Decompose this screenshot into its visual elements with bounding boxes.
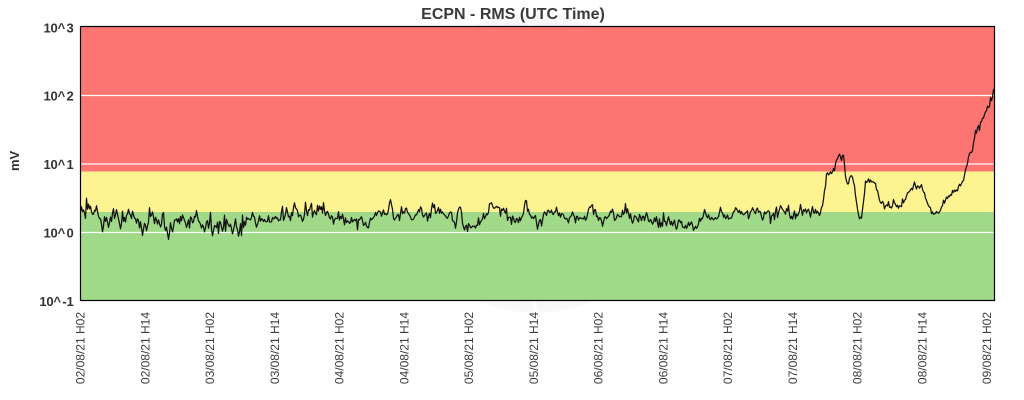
svg-text:10^0: 10^ 0 xyxy=(44,226,74,241)
svg-text:06/08/21 H14: 06/08/21 H14 xyxy=(656,312,670,384)
svg-text:10^3: 10^ 3 xyxy=(44,21,74,36)
svg-text:02/08/21 H14: 02/08/21 H14 xyxy=(138,312,152,384)
svg-text:07/08/21 H14: 07/08/21 H14 xyxy=(786,312,800,384)
svg-text:05/08/21 H02: 05/08/21 H02 xyxy=(462,312,476,384)
svg-text:04/08/21 H02: 04/08/21 H02 xyxy=(333,312,347,384)
svg-text:02/08/21 H02: 02/08/21 H02 xyxy=(74,312,88,384)
svg-text:ECPN - RMS (UTC Time): ECPN - RMS (UTC Time) xyxy=(421,6,605,23)
svg-text:10^1: 10^ 1 xyxy=(44,157,74,172)
svg-text:03/08/21 H14: 03/08/21 H14 xyxy=(268,312,282,384)
svg-text:mV: mV xyxy=(7,150,22,171)
svg-text:10^2: 10^ 2 xyxy=(44,89,74,104)
svg-text:08/08/21 H14: 08/08/21 H14 xyxy=(915,312,929,384)
svg-text:04/08/21 H14: 04/08/21 H14 xyxy=(397,312,411,384)
svg-text:07/08/21 H02: 07/08/21 H02 xyxy=(721,312,735,384)
svg-text:03/08/21 H02: 03/08/21 H02 xyxy=(203,312,217,384)
svg-text:09/08/21 H02: 09/08/21 H02 xyxy=(980,312,994,384)
svg-text:05/08/21 H14: 05/08/21 H14 xyxy=(527,312,541,384)
svg-text:06/08/21 H02: 06/08/21 H02 xyxy=(592,312,606,384)
svg-text:10^-1: 10^ -1 xyxy=(39,294,73,309)
svg-text:08/08/21 H02: 08/08/21 H02 xyxy=(851,312,865,384)
